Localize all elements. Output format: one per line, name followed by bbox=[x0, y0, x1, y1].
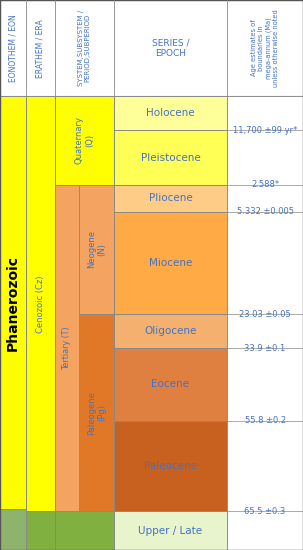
Bar bbox=[114, 212, 227, 314]
Text: 33.9 ±0.1: 33.9 ±0.1 bbox=[245, 344, 286, 353]
Bar bbox=[0, 0, 303, 96]
Text: Cenozoic (Cz): Cenozoic (Cz) bbox=[36, 275, 45, 333]
Text: Eocene: Eocene bbox=[152, 379, 189, 389]
Text: Tertiary (T): Tertiary (T) bbox=[62, 326, 72, 370]
Text: Pleistocene: Pleistocene bbox=[141, 152, 200, 162]
Bar bbox=[55, 185, 79, 512]
Text: Paleocene: Paleocene bbox=[144, 461, 197, 471]
Text: Upper / Late: Upper / Late bbox=[138, 526, 202, 536]
Bar bbox=[114, 348, 227, 421]
Text: Pliocene: Pliocene bbox=[148, 194, 192, 204]
Bar bbox=[79, 314, 114, 512]
Bar bbox=[114, 314, 227, 348]
Bar bbox=[55, 512, 114, 550]
Bar bbox=[114, 512, 227, 550]
Bar bbox=[114, 96, 227, 130]
Bar bbox=[114, 185, 227, 212]
Text: Paleogene
(Pg): Paleogene (Pg) bbox=[87, 391, 106, 434]
Text: 65.5 ±0.3: 65.5 ±0.3 bbox=[245, 507, 286, 516]
Text: Quaternary
(Q): Quaternary (Q) bbox=[74, 117, 94, 164]
Bar bbox=[55, 96, 114, 185]
Text: Age estimates of
boundaries in
mega-annum (Ma)
unless otherwise noted: Age estimates of boundaries in mega-annu… bbox=[251, 9, 279, 87]
Text: SYSTEM,SUBSYSTEM /
PERIOD,SUBPERIOD: SYSTEM,SUBSYSTEM / PERIOD,SUBPERIOD bbox=[78, 10, 91, 86]
Bar bbox=[26, 96, 55, 550]
Text: Holocene: Holocene bbox=[146, 108, 195, 118]
Text: 23.03 ±0.05: 23.03 ±0.05 bbox=[239, 310, 291, 318]
Text: Neogene
(N): Neogene (N) bbox=[87, 230, 106, 268]
Bar bbox=[114, 130, 227, 185]
Text: 5.332 ±0.005: 5.332 ±0.005 bbox=[237, 207, 294, 217]
Text: SERIES /
EPOCH: SERIES / EPOCH bbox=[152, 39, 189, 58]
Bar bbox=[79, 185, 114, 314]
Text: ERATHEM / ERA: ERATHEM / ERA bbox=[36, 19, 45, 78]
Text: Miocene: Miocene bbox=[149, 258, 192, 268]
Text: 2.588*: 2.588* bbox=[251, 180, 279, 189]
Text: 55.8 ±0.2: 55.8 ±0.2 bbox=[245, 416, 286, 425]
Bar bbox=[114, 421, 227, 512]
Bar bbox=[0, 509, 26, 550]
Text: Phanerozoic: Phanerozoic bbox=[6, 255, 20, 351]
Bar bbox=[26, 96, 55, 512]
Bar bbox=[55, 96, 114, 550]
Text: 11,700 ±99 yr*: 11,700 ±99 yr* bbox=[233, 126, 297, 135]
Text: EONOTHEM / EON: EONOTHEM / EON bbox=[8, 14, 17, 82]
Bar bbox=[0, 96, 26, 550]
Bar bbox=[26, 512, 55, 550]
Bar bbox=[114, 96, 227, 550]
Bar bbox=[227, 96, 303, 550]
Bar bbox=[0, 96, 26, 509]
Text: Oligocene: Oligocene bbox=[144, 326, 197, 336]
